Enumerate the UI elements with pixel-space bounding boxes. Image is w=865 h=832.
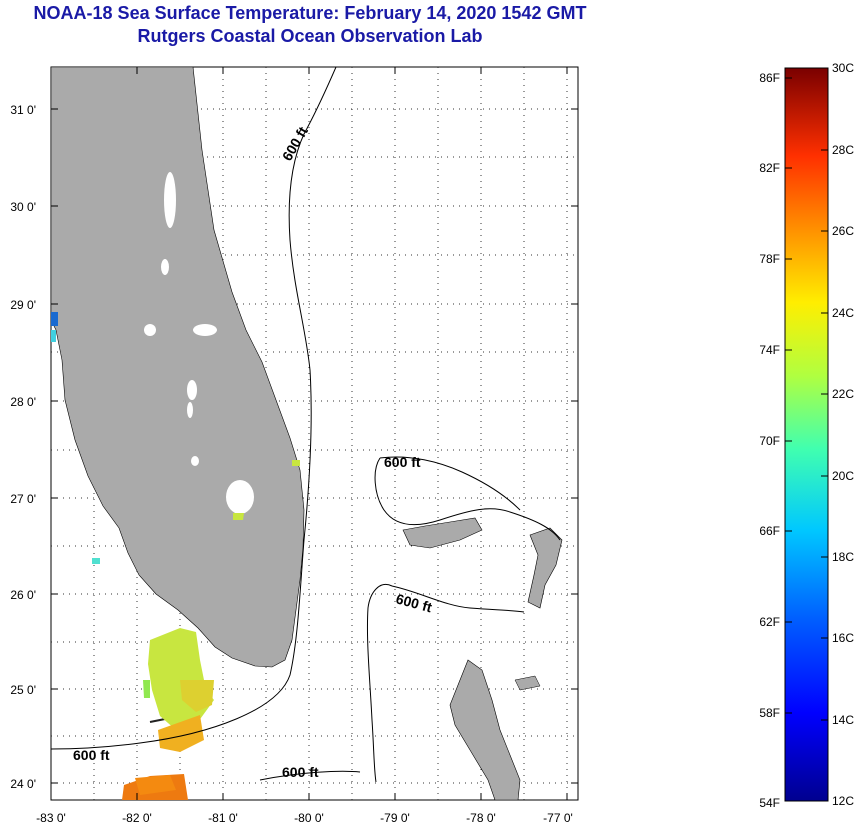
celsius-label: 16C xyxy=(832,631,854,645)
lat-label: 25 0' xyxy=(10,683,36,697)
contour-label: 600 ft xyxy=(282,764,319,780)
fahrenheit-label: 86F xyxy=(759,71,780,85)
contour-label: 600 ft xyxy=(73,747,110,763)
celsius-label: 18C xyxy=(832,550,854,564)
lat-label: 24 0' xyxy=(10,777,36,791)
lon-label: -79 0' xyxy=(380,811,410,825)
lon-label: -83 0' xyxy=(36,811,66,825)
isobath-600ft xyxy=(51,67,561,783)
celsius-label: 26C xyxy=(832,224,854,238)
lon-label: -80 0' xyxy=(294,811,324,825)
fahrenheit-label: 82F xyxy=(759,161,780,175)
berry-islands xyxy=(514,675,541,691)
lat-label: 26 0' xyxy=(10,588,36,602)
temperature-colorbar xyxy=(784,67,829,802)
celsius-label: 22C xyxy=(832,387,854,401)
fahrenheit-label: 74F xyxy=(759,343,780,357)
fahrenheit-label: 70F xyxy=(759,434,780,448)
colorbar-celsius-labels: 30C 28C 26C 24C 22C 20C 18C 16C 14C 12C xyxy=(832,61,854,808)
lat-label: 30 0' xyxy=(10,200,36,214)
lat-label: 31 0' xyxy=(10,103,36,117)
map-title: NOAA-18 Sea Surface Temperature: Februar… xyxy=(33,3,587,23)
axis-ticks xyxy=(51,67,578,800)
lon-label: -78 0' xyxy=(466,811,496,825)
fahrenheit-label: 62F xyxy=(759,615,780,629)
celsius-label: 20C xyxy=(832,469,854,483)
celsius-label: 12C xyxy=(832,794,854,808)
andros-island xyxy=(449,659,521,800)
colorbar-fahrenheit-labels: 86F 82F 78F 74F 70F 66F 62F 58F 54F xyxy=(759,71,780,810)
celsius-label: 30C xyxy=(832,61,854,75)
sst-data xyxy=(51,312,300,800)
lat-label: 29 0' xyxy=(10,298,36,312)
contour-label: 600 ft xyxy=(384,454,421,470)
map-subtitle: Rutgers Coastal Ocean Observation Lab xyxy=(137,26,483,46)
fahrenheit-label: 54F xyxy=(759,796,780,810)
longitude-labels: -83 0' -82 0' -81 0' -80 0' -79 0' -78 0… xyxy=(36,811,573,825)
lon-label: -81 0' xyxy=(208,811,238,825)
inland-lakes xyxy=(144,172,254,514)
latitude-labels: 31 0' 30 0' 29 0' 28 0' 27 0' 26 0' 25 0… xyxy=(10,103,36,791)
fahrenheit-label: 78F xyxy=(759,252,780,266)
fahrenheit-label: 58F xyxy=(759,706,780,720)
colorbar-ticks xyxy=(785,77,828,721)
fahrenheit-label: 66F xyxy=(759,524,780,538)
celsius-label: 28C xyxy=(832,143,854,157)
abaco-islands xyxy=(527,527,563,609)
grand-bahama-island xyxy=(402,517,483,549)
celsius-label: 14C xyxy=(832,713,854,727)
lon-label: -82 0' xyxy=(122,811,152,825)
lat-label: 28 0' xyxy=(10,395,36,409)
celsius-label: 24C xyxy=(832,306,854,320)
lon-label: -77 0' xyxy=(543,811,573,825)
lat-label: 27 0' xyxy=(10,492,36,506)
